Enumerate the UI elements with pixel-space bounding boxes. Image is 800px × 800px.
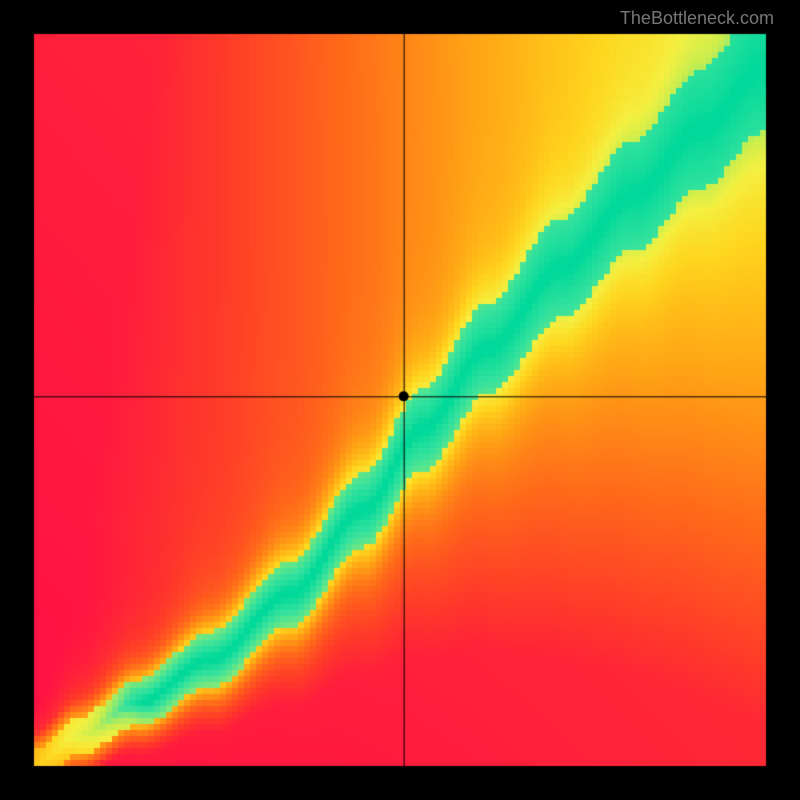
- chart-container: TheBottleneck.com: [0, 0, 800, 800]
- bottleneck-heatmap: [0, 0, 800, 800]
